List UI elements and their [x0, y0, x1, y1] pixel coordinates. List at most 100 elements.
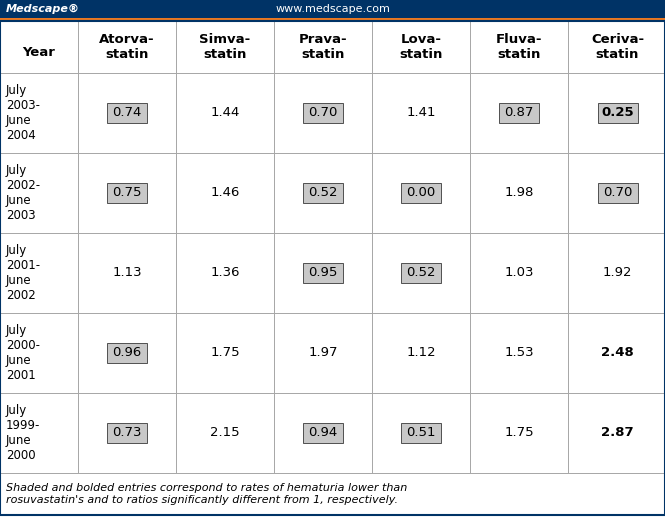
- Bar: [303, 103, 343, 123]
- Text: 0.94: 0.94: [309, 427, 338, 440]
- Text: 0.73: 0.73: [112, 427, 142, 440]
- Text: 0.70: 0.70: [602, 187, 632, 199]
- Bar: [0, 473, 665, 515]
- Bar: [78, 21, 176, 73]
- Bar: [303, 183, 343, 203]
- Bar: [372, 313, 470, 393]
- Text: Fluva-
statin: Fluva- statin: [495, 33, 542, 61]
- Bar: [176, 313, 274, 393]
- Bar: [274, 21, 372, 73]
- Text: July
2002-
June
2003: July 2002- June 2003: [6, 164, 40, 222]
- Text: 1.44: 1.44: [210, 106, 239, 119]
- Text: Medscape®: Medscape®: [6, 4, 80, 14]
- Bar: [470, 153, 568, 233]
- Text: 0.00: 0.00: [406, 187, 436, 199]
- Bar: [597, 103, 638, 123]
- Text: Simva-
statin: Simva- statin: [200, 33, 251, 61]
- Bar: [568, 233, 665, 313]
- Bar: [176, 153, 274, 233]
- Bar: [568, 73, 665, 153]
- Bar: [372, 233, 470, 313]
- Bar: [176, 393, 274, 473]
- Text: 2.87: 2.87: [601, 427, 634, 440]
- Bar: [0, 18, 665, 21]
- Text: 1.53: 1.53: [504, 347, 534, 359]
- Bar: [78, 393, 176, 473]
- Bar: [568, 313, 665, 393]
- Bar: [176, 233, 274, 313]
- Bar: [0, 233, 78, 313]
- Bar: [470, 73, 568, 153]
- Text: July
2000-
June
2001: July 2000- June 2001: [6, 324, 40, 382]
- Bar: [401, 183, 441, 203]
- Bar: [0, 21, 665, 73]
- Text: 1.98: 1.98: [504, 187, 534, 199]
- Bar: [176, 73, 274, 153]
- Text: 2.48: 2.48: [601, 347, 634, 359]
- Bar: [107, 183, 147, 203]
- Text: Lova-
statin: Lova- statin: [399, 33, 443, 61]
- Text: 1.46: 1.46: [210, 187, 239, 199]
- Text: 0.96: 0.96: [112, 347, 142, 359]
- Bar: [372, 21, 470, 73]
- Bar: [372, 393, 470, 473]
- Text: 0.25: 0.25: [601, 106, 634, 119]
- Bar: [372, 153, 470, 233]
- Bar: [78, 153, 176, 233]
- Text: 1.75: 1.75: [504, 427, 534, 440]
- Bar: [568, 393, 665, 473]
- Bar: [0, 313, 78, 393]
- Bar: [303, 263, 343, 283]
- Bar: [0, 21, 78, 73]
- Bar: [274, 73, 372, 153]
- Bar: [470, 21, 568, 73]
- Bar: [401, 263, 441, 283]
- Bar: [107, 343, 147, 363]
- Bar: [176, 21, 274, 73]
- Text: Year: Year: [23, 46, 55, 58]
- Text: 0.95: 0.95: [309, 267, 338, 279]
- Bar: [274, 313, 372, 393]
- Text: Atorva-
statin: Atorva- statin: [99, 33, 155, 61]
- Text: www.medscape.com: www.medscape.com: [275, 4, 390, 14]
- Text: July
2001-
June
2002: July 2001- June 2002: [6, 244, 40, 302]
- Text: 1.12: 1.12: [406, 347, 436, 359]
- Bar: [78, 73, 176, 153]
- Bar: [470, 393, 568, 473]
- Bar: [372, 73, 470, 153]
- Bar: [0, 393, 78, 473]
- Bar: [78, 233, 176, 313]
- Bar: [0, 153, 78, 233]
- Bar: [470, 313, 568, 393]
- Bar: [303, 423, 343, 443]
- Text: July
1999-
June
2000: July 1999- June 2000: [6, 404, 41, 462]
- Text: 1.36: 1.36: [210, 267, 240, 279]
- Text: 1.41: 1.41: [406, 106, 436, 119]
- Text: 1.75: 1.75: [210, 347, 240, 359]
- Text: Shaded and bolded entries correspond to rates of hematuria lower than
rosuvastat: Shaded and bolded entries correspond to …: [6, 483, 407, 505]
- Bar: [401, 423, 441, 443]
- Text: 0.74: 0.74: [112, 106, 142, 119]
- Text: 0.52: 0.52: [309, 187, 338, 199]
- Text: July
2003-
June
2004: July 2003- June 2004: [6, 84, 40, 142]
- Text: 2.15: 2.15: [210, 427, 240, 440]
- Text: 0.51: 0.51: [406, 427, 436, 440]
- Text: 0.75: 0.75: [112, 187, 142, 199]
- Bar: [568, 153, 665, 233]
- Bar: [274, 153, 372, 233]
- Bar: [0, 0, 665, 18]
- Bar: [470, 233, 568, 313]
- Bar: [107, 423, 147, 443]
- Bar: [597, 183, 638, 203]
- Bar: [78, 313, 176, 393]
- Text: 1.03: 1.03: [504, 267, 534, 279]
- Text: 1.97: 1.97: [309, 347, 338, 359]
- Bar: [568, 21, 665, 73]
- Bar: [274, 233, 372, 313]
- Text: 0.52: 0.52: [406, 267, 436, 279]
- Text: Ceriva-
statin: Ceriva- statin: [591, 33, 644, 61]
- Text: 1.92: 1.92: [602, 267, 632, 279]
- Bar: [0, 73, 78, 153]
- Text: 1.13: 1.13: [112, 267, 142, 279]
- Bar: [107, 103, 147, 123]
